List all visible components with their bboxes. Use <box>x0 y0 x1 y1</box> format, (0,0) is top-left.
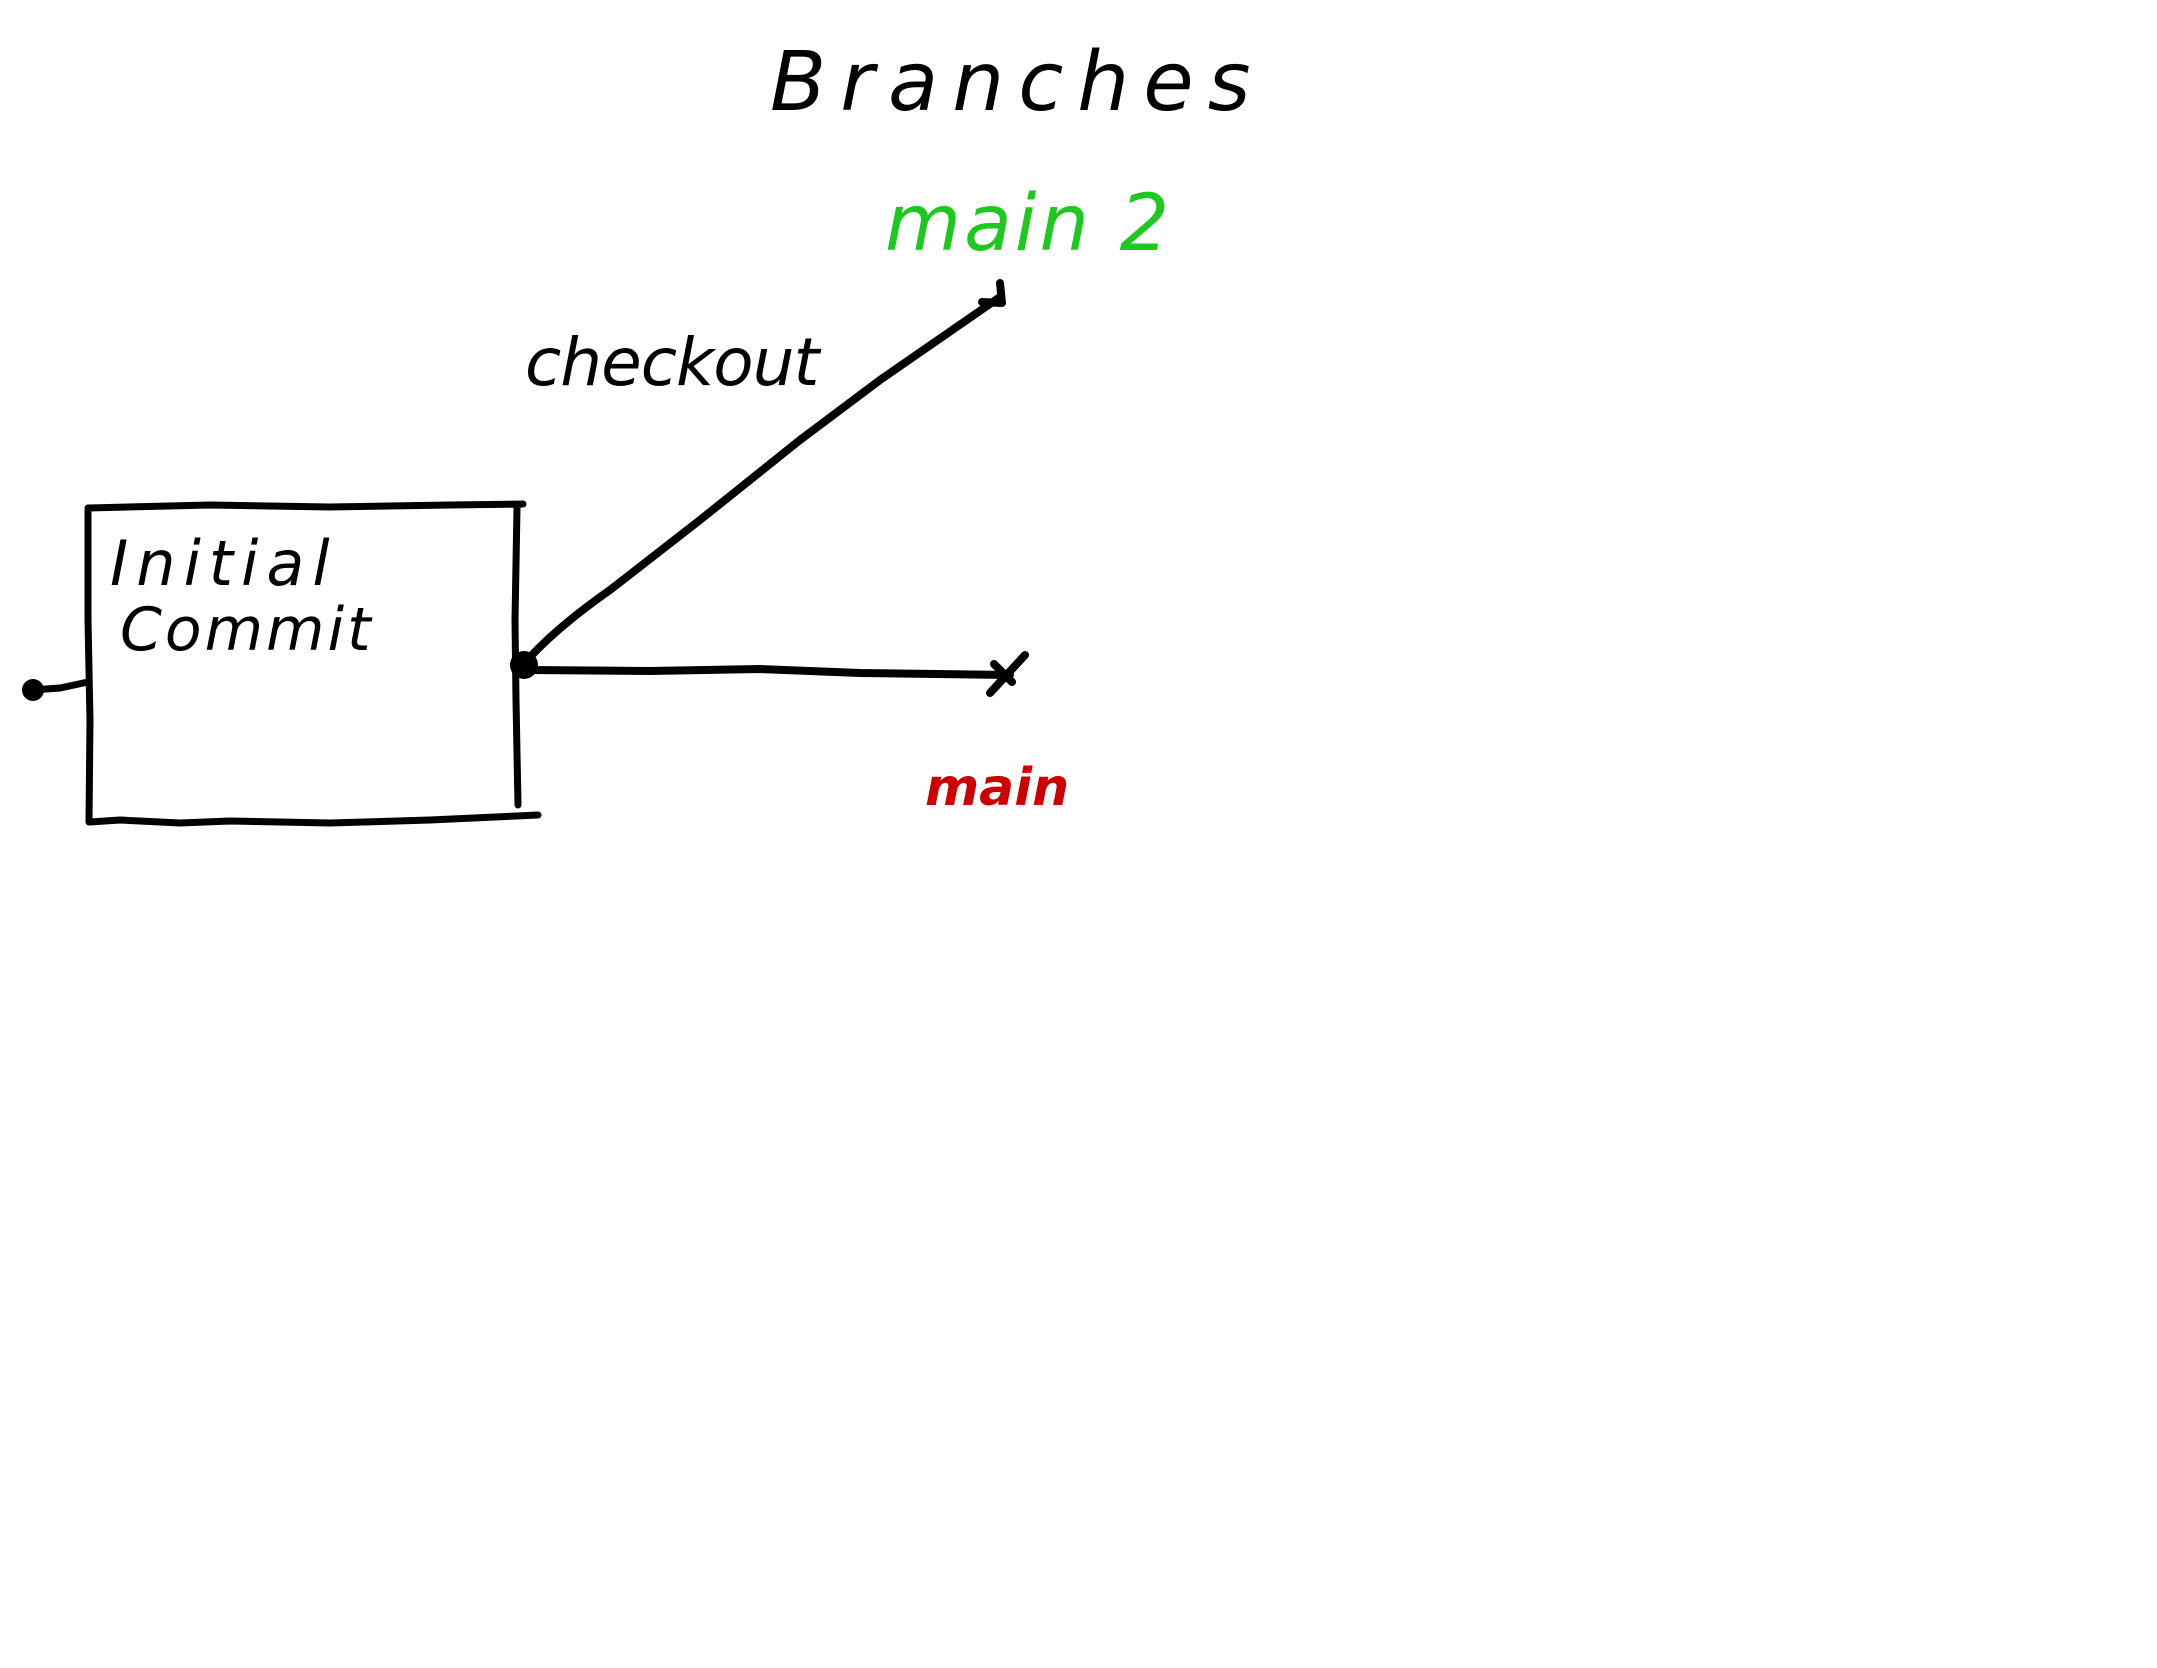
incoming-edge-dot <box>22 679 44 701</box>
diagram-title: Branches <box>770 35 1264 130</box>
commit-label-line2: Commit <box>120 595 374 665</box>
main-arrow <box>530 669 1010 675</box>
branch-label-main-2: main 2 <box>885 179 1172 269</box>
branch-label-main: main <box>925 758 1069 818</box>
checkout-arrowhead <box>982 283 1002 303</box>
commit-label-line1: Initial <box>110 527 338 600</box>
edge-label-checkout: checkout <box>525 324 821 401</box>
